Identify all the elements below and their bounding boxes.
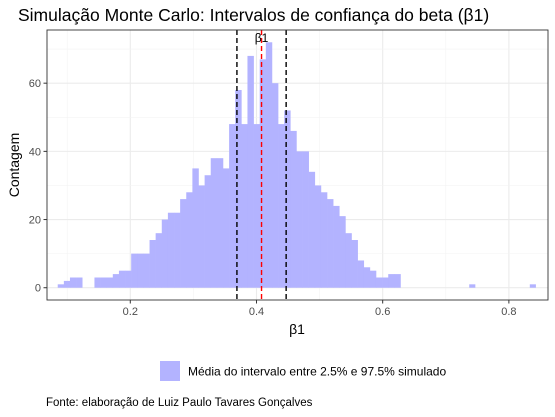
source-caption: Fonte: elaboração de Luiz Paulo Tavares … [46, 397, 313, 409]
histogram-bar-37 [284, 110, 291, 288]
reference-lines: β1 [236, 30, 287, 300]
histogram-bar-14 [143, 253, 150, 288]
y-tick-label-3: 60 [29, 78, 41, 90]
histogram-bar-12 [131, 253, 138, 288]
y-axis-ticks: 0 20 40 60 [29, 78, 47, 295]
histogram-bar-21 [186, 192, 193, 288]
x-tick-label-1: 0.4 [249, 306, 264, 318]
histogram-bar-16 [155, 233, 163, 288]
histogram-bar-26 [216, 158, 224, 288]
histogram-bar-10 [118, 270, 126, 288]
histogram-outlier-bar-1 [529, 284, 536, 288]
histogram-bar-15 [149, 240, 156, 288]
chart-title: Simulação Monte Carlo: Intervalos de con… [18, 5, 489, 25]
x-tick-label-3: 0.8 [501, 306, 516, 318]
histogram-bar-13 [137, 253, 144, 288]
histogram-bar-43 [320, 192, 328, 288]
y-axis-title: Contagem [6, 133, 22, 198]
histogram-bar-8 [106, 277, 114, 288]
histogram-bar-0 [57, 284, 65, 288]
legend: Média do intervalo entre 2.5% e 97.5% si… [160, 361, 446, 381]
histogram-bar-9 [112, 274, 120, 288]
histogram-bar-32 [253, 124, 261, 288]
histogram-bar-38 [290, 130, 297, 288]
histogram-bar-2 [69, 277, 77, 288]
histogram-bar-30 [241, 124, 248, 288]
histogram-bar-47 [345, 233, 352, 288]
histogram-bar-18 [167, 212, 175, 288]
histogram-bar-19 [174, 212, 181, 288]
y-tick-label-0: 0 [35, 283, 41, 295]
histogram-bar-46 [339, 216, 346, 288]
histogram-bar-53 [382, 277, 389, 288]
histogram-bar-39 [296, 151, 303, 288]
x-tick-label-2: 0.6 [375, 306, 390, 318]
histogram-bar-25 [210, 158, 218, 288]
histogram-bar-20 [180, 199, 187, 288]
histogram-bar-36 [278, 124, 285, 288]
y-tick-label-2: 40 [29, 146, 41, 158]
histogram-bar-33 [259, 59, 267, 288]
histogram-outlier-bar-0 [469, 284, 476, 288]
histogram-bar-6 [94, 277, 101, 288]
histogram-bar-45 [333, 205, 340, 288]
histogram-bar-40 [302, 151, 309, 288]
histogram-bar-24 [204, 175, 212, 288]
y-tick-label-1: 20 [29, 215, 41, 227]
histogram-bar-29 [235, 90, 242, 288]
histogram-bar-51 [369, 270, 377, 288]
histogram-bar-17 [161, 219, 169, 288]
histogram-bar-23 [198, 185, 205, 288]
histogram-bar-50 [363, 267, 371, 288]
histogram-bar-42 [314, 185, 322, 288]
histogram-bars [57, 42, 536, 288]
histogram-bar-31 [247, 55, 254, 288]
x-axis-title: β1 [289, 321, 305, 337]
panel-border [46, 29, 549, 301]
x-tick-label-0: 0.2 [123, 306, 138, 318]
histogram-bar-35 [271, 83, 279, 288]
histogram-bar-7 [100, 277, 107, 288]
legend-label: Média do intervalo entre 2.5% e 97.5% si… [188, 365, 446, 379]
histogram-bar-44 [327, 199, 334, 288]
histogram-bar-55 [394, 274, 401, 288]
histogram-bar-3 [76, 277, 83, 288]
histogram-bar-11 [125, 270, 132, 288]
histogram-bar-48 [351, 240, 358, 288]
histogram-bar-34 [265, 42, 273, 288]
histogram-bar-49 [357, 260, 365, 288]
histogram-bar-22 [192, 168, 199, 288]
histogram-bar-52 [375, 277, 383, 288]
histogram-bar-54 [388, 274, 395, 288]
histogram-bar-1 [63, 280, 71, 288]
histogram-bar-28 [229, 124, 236, 288]
legend-key [160, 361, 180, 381]
reference-line-label: β1 [255, 31, 269, 45]
x-axis-ticks: 0.2 0.4 0.6 0.8 [123, 300, 517, 318]
histogram-bar-41 [308, 171, 316, 288]
histogram-bar-27 [222, 168, 230, 288]
